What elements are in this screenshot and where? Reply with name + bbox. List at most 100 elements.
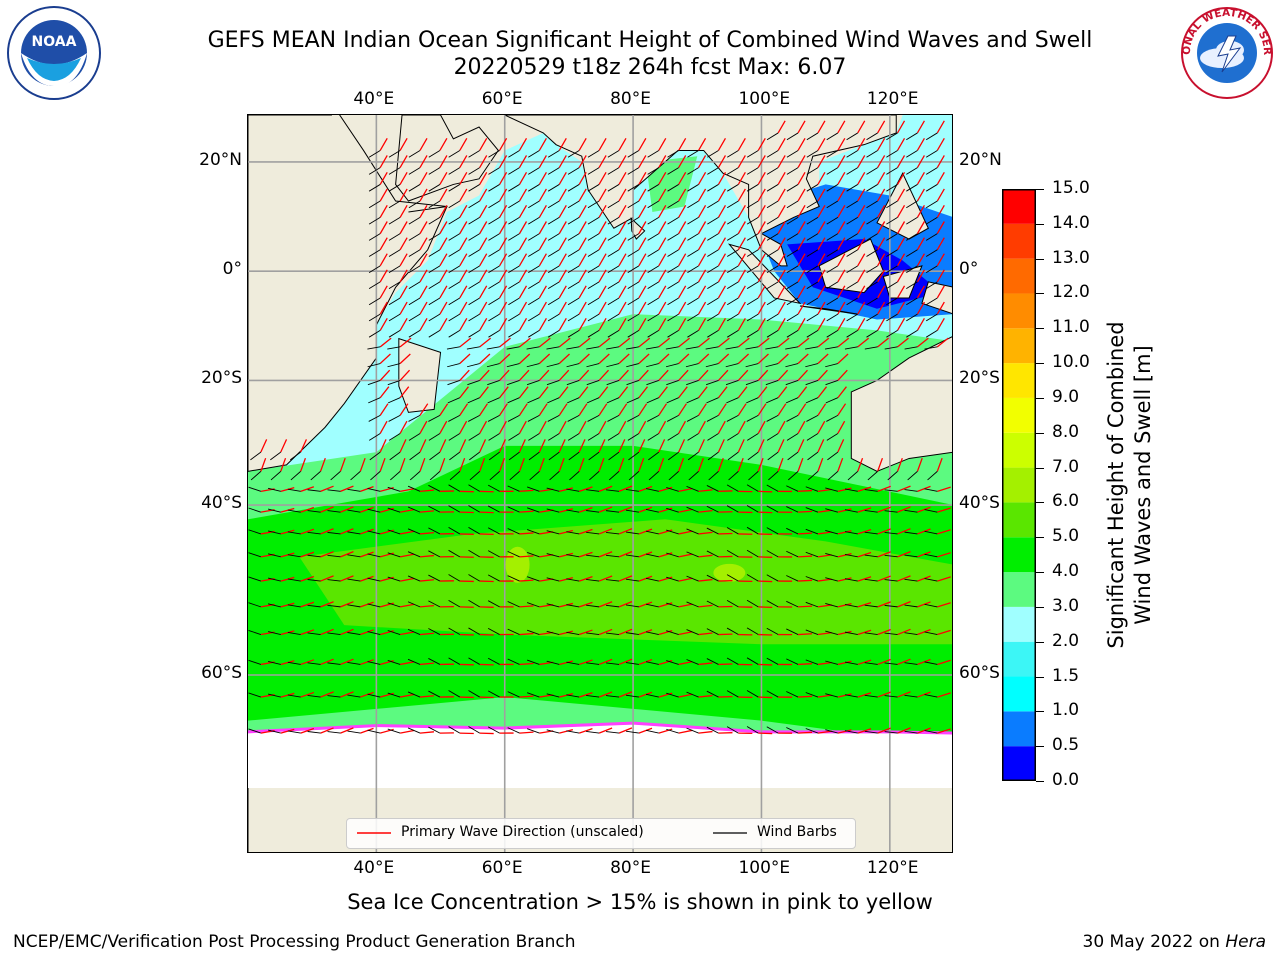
wind-barb <box>925 217 938 225</box>
wave-direction-arrow <box>459 204 468 218</box>
wave-direction-arrow <box>360 727 374 734</box>
wave-direction-arrow <box>678 253 687 267</box>
wind-barb <box>448 574 461 582</box>
wave-direction-arrow <box>320 691 334 698</box>
wave-direction-arrow <box>300 439 308 453</box>
wave-direction-arrow <box>379 171 388 185</box>
wind-barb <box>825 693 838 698</box>
wind-barb <box>409 471 421 481</box>
wave-direction-arrow <box>698 662 713 666</box>
wind-barb <box>787 451 799 461</box>
wave-direction-arrow <box>499 188 508 202</box>
wind-barb <box>864 604 878 608</box>
wind-barb <box>526 552 540 558</box>
wind-barb <box>428 574 441 582</box>
wind-barb <box>448 167 461 175</box>
wave-direction-arrow <box>717 171 727 185</box>
wave-direction-arrow <box>877 457 884 472</box>
wave-direction-arrow <box>757 457 764 472</box>
wind-barb <box>627 167 640 175</box>
wave-direction-arrow <box>678 487 693 492</box>
wave-direction-arrow <box>598 369 610 381</box>
wind-barb <box>546 553 560 558</box>
wave-direction-arrow <box>399 301 408 315</box>
wave-direction-arrow <box>558 369 570 381</box>
colorbar-segment <box>1002 676 1036 712</box>
wind-barb <box>786 550 799 558</box>
wind-barb <box>765 346 779 350</box>
wind-barb <box>388 313 401 322</box>
wind-barb <box>805 692 819 698</box>
wind-barb <box>647 217 659 225</box>
wind-barb <box>307 632 321 635</box>
colorbar-segment <box>1002 746 1036 781</box>
wind-barb <box>787 471 799 481</box>
wave-direction-arrow <box>638 155 647 168</box>
lat-tick-label: 60°S <box>959 662 1000 683</box>
wind-barb <box>805 528 819 535</box>
wind-barb <box>667 167 679 175</box>
wind-barb <box>746 249 759 257</box>
wave-direction-arrow <box>777 138 786 151</box>
wind-barb <box>487 414 500 422</box>
wave-direction-arrow <box>499 386 509 399</box>
wave-direction-arrow <box>598 317 607 331</box>
wind-barb <box>706 380 719 386</box>
wind-barb <box>488 184 500 192</box>
wave-direction-arrow <box>459 403 469 416</box>
wind-barb <box>526 486 540 492</box>
wave-direction-arrow <box>896 138 906 151</box>
wave-direction-arrow <box>757 138 766 151</box>
wave-direction-arrow <box>519 695 534 698</box>
wind-barb <box>906 167 918 175</box>
wave-direction-arrow <box>917 658 931 666</box>
wave-direction-arrow <box>678 269 687 283</box>
wind-barb <box>488 249 500 257</box>
wind-barb <box>748 471 759 481</box>
wave-direction-arrow <box>360 528 374 535</box>
wave-direction-arrow <box>857 576 872 582</box>
wave-direction-arrow <box>578 369 590 381</box>
wind-barb <box>906 132 918 141</box>
wind-barb <box>766 484 779 492</box>
wave-direction-arrow <box>559 630 574 636</box>
wind-barb <box>626 397 640 404</box>
wave-direction-arrow <box>340 601 354 608</box>
colorbar-tick-label: 0.0 <box>1052 770 1080 790</box>
wave-direction-arrow <box>479 420 488 434</box>
wind-barb <box>666 576 679 582</box>
wave-direction-arrow <box>777 386 788 399</box>
wind-barb <box>368 233 381 241</box>
wind-barb <box>508 249 520 257</box>
wave-direction-arrow <box>737 301 746 315</box>
wave-direction-arrow <box>638 691 653 698</box>
colorbar-tick-mark <box>1036 293 1044 295</box>
wind-barb <box>408 265 421 273</box>
wind-barb <box>388 297 401 306</box>
wind-barb <box>267 553 281 558</box>
wind-barb <box>486 363 500 368</box>
colorbar-segment <box>1002 293 1036 329</box>
wind-barb <box>666 487 679 492</box>
wind-barb <box>687 330 699 338</box>
wind-barb <box>567 150 580 158</box>
wave-direction-arrow <box>638 601 653 608</box>
wind-barb <box>686 380 699 386</box>
wave-direction-arrow <box>578 659 593 666</box>
wind-barb <box>786 691 799 698</box>
wave-direction-arrow <box>737 439 745 453</box>
wind-barb <box>566 509 580 513</box>
wind-barb <box>786 658 799 665</box>
wind-barb <box>327 554 341 558</box>
wave-direction-arrow <box>717 155 727 168</box>
wind-barb <box>886 200 898 209</box>
wave-direction-arrow <box>419 188 428 202</box>
wave-direction-arrow <box>797 301 806 315</box>
wind-barb <box>588 451 600 461</box>
wind-barb <box>508 200 520 209</box>
wind-barb <box>866 313 878 322</box>
wind-barb <box>566 380 580 386</box>
wave-direction-arrow <box>518 457 525 472</box>
wind-barb <box>666 397 679 404</box>
colorbar-segment <box>1002 537 1036 573</box>
